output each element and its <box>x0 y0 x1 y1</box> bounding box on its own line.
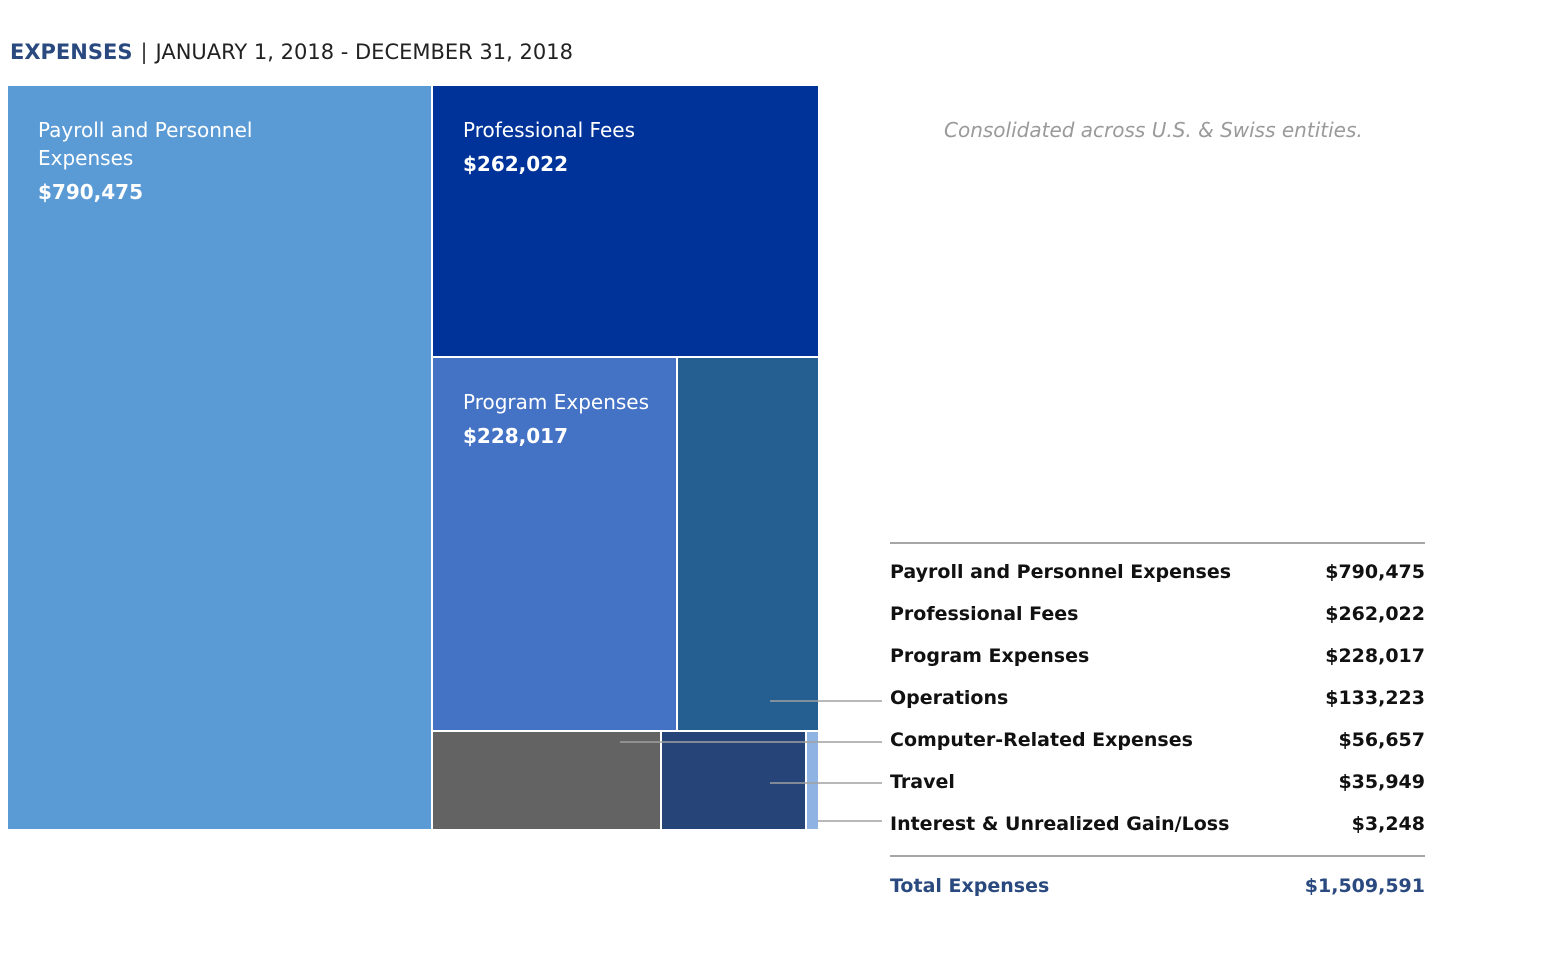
table-row: Computer-Related Expenses $56,657 <box>890 729 1425 759</box>
tile-travel <box>662 732 805 829</box>
row-label: Professional Fees <box>890 603 1079 625</box>
row-value: $35,949 <box>1338 771 1425 793</box>
table-row: Operations $133,223 <box>890 687 1425 717</box>
tile-label: Payroll and Personnel Expenses <box>38 118 253 170</box>
row-label: Program Expenses <box>890 645 1090 667</box>
row-value: $790,475 <box>1325 561 1425 583</box>
table-row: Interest & Unrealized Gain/Loss $3,248 <box>890 813 1425 843</box>
table-row: Professional Fees $262,022 <box>890 603 1425 633</box>
total-label: Total Expenses <box>890 875 1050 897</box>
row-label: Operations <box>890 687 1009 709</box>
chart-title: EXPENSES | JANUARY 1, 2018 - DECEMBER 31, … <box>10 40 573 64</box>
consolidation-note: Consolidated across U.S. & Swiss entitie… <box>944 118 1363 142</box>
tile-program-expenses: Program Expenses $228,017 <box>433 358 676 730</box>
tile-value: $262,022 <box>463 152 569 176</box>
total-row: Total Expenses $1,509,591 <box>890 875 1425 905</box>
tile-label: Professional Fees <box>463 118 635 142</box>
row-value: $133,223 <box>1325 687 1425 709</box>
title-separator: | <box>140 40 148 64</box>
tile-interest-gain-loss <box>807 732 818 829</box>
table-row: Program Expenses $228,017 <box>890 645 1425 675</box>
tile-operations <box>678 358 818 730</box>
row-value: $56,657 <box>1338 729 1425 751</box>
row-label: Interest & Unrealized Gain/Loss <box>890 813 1230 835</box>
row-value: $3,248 <box>1351 813 1425 835</box>
table-row: Payroll and Personnel Expenses $790,475 <box>890 561 1425 591</box>
tile-computer-related <box>433 732 660 829</box>
tile-value: $228,017 <box>463 424 569 448</box>
table-bottom-rule <box>890 855 1425 857</box>
table-row: Travel $35,949 <box>890 771 1425 801</box>
tile-label: Program Expenses <box>463 390 650 414</box>
row-label: Payroll and Personnel Expenses <box>890 561 1232 583</box>
title-bold: EXPENSES <box>10 40 133 64</box>
row-value: $262,022 <box>1325 603 1425 625</box>
tile-payroll: Payroll and Personnel Expenses $790,475 <box>8 86 431 829</box>
tile-professional-fees: Professional Fees $262,022 <box>433 86 818 356</box>
row-label: Travel <box>890 771 955 793</box>
row-value: $228,017 <box>1325 645 1425 667</box>
tile-value: $790,475 <box>38 180 144 204</box>
table-top-rule <box>890 542 1425 544</box>
title-date-range: JANUARY 1, 2018 - DECEMBER 31, 2018 <box>155 40 573 64</box>
total-value: $1,509,591 <box>1304 875 1425 897</box>
row-label: Computer-Related Expenses <box>890 729 1193 751</box>
